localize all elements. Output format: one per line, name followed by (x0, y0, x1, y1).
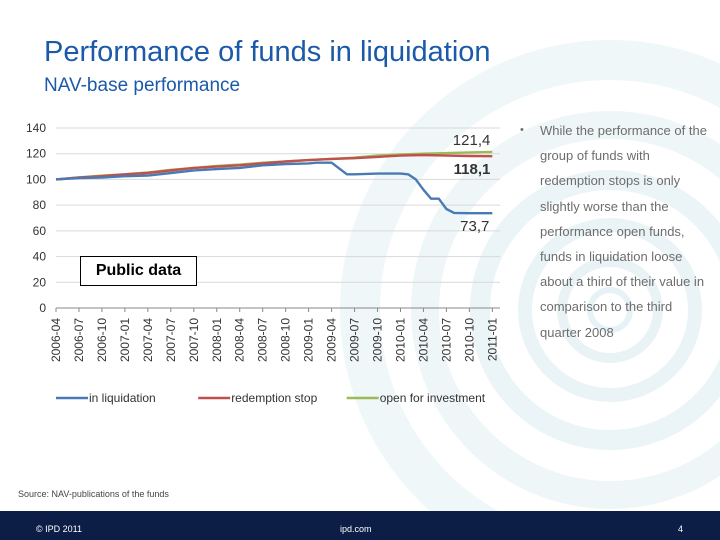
x-tick-label: 2010-01 (393, 318, 407, 362)
legend-label: open for investment (380, 391, 486, 405)
x-tick-label: 2008-01 (210, 318, 224, 362)
x-tick-label: 2008-07 (256, 318, 270, 362)
x-tick-label: 2008-10 (279, 318, 293, 362)
x-tick-label: 2007-10 (187, 318, 201, 362)
series-line-redemption-stop (55, 153, 493, 181)
x-tick-label: 2011-01 (485, 318, 499, 361)
footer-site-link[interactable]: ipd.com (340, 524, 372, 534)
y-tick-label: 100 (26, 172, 46, 186)
x-tick-label: 2010-10 (462, 318, 476, 362)
x-tick-label: 2006-07 (72, 318, 86, 362)
footer-copyright: © IPD 2011 (36, 524, 82, 534)
bullet-dot: • (520, 124, 524, 136)
x-tick-label: 2010-04 (416, 318, 430, 362)
legend-label: in liquidation (89, 391, 156, 405)
x-tick-label: 2010-07 (439, 318, 453, 362)
y-tick-label: 120 (26, 147, 46, 161)
data-label: 118,1 (454, 161, 491, 178)
slide-title: Performance of funds in liquidation (44, 36, 491, 68)
data-label: 121,4 (453, 132, 491, 149)
y-tick-label: 140 (26, 121, 46, 135)
y-tick-label: 0 (39, 301, 46, 315)
x-tick-label: 2007-07 (164, 318, 178, 362)
x-tick-label: 2009-04 (325, 318, 339, 362)
x-tick-label: 2006-10 (95, 318, 109, 362)
series-line-in-liquidation (55, 161, 493, 215)
y-tick-label: 60 (33, 224, 47, 238)
x-tick-label: 2008-04 (233, 318, 247, 362)
x-tick-label: 2009-07 (348, 318, 362, 362)
bullet-text: While the performance of the group of fu… (540, 123, 707, 340)
data-label: 73,7 (460, 218, 489, 235)
slide-subtitle: NAV-base performance (44, 75, 241, 96)
x-tick-label: 2007-01 (118, 318, 132, 362)
x-tick-label: 2009-10 (371, 318, 385, 362)
legend-label: redemption stop (231, 391, 317, 405)
x-tick-label: 2006-04 (49, 318, 63, 362)
footer-page-number: 4 (678, 524, 684, 534)
footer-bar: © IPD 2011 ipd.com 4 (0, 511, 720, 540)
y-tick-label: 40 (33, 250, 47, 264)
source-note: Source: NAV-publications of the funds (18, 489, 169, 499)
bullet-point: • While the performance of the group of … (520, 118, 710, 345)
x-tick-label: 2009-01 (302, 318, 316, 362)
y-tick-label: 80 (33, 198, 47, 212)
y-tick-label: 20 (33, 275, 47, 289)
public-data-label: Public data (80, 256, 197, 286)
x-tick-label: 2007-04 (141, 318, 155, 362)
